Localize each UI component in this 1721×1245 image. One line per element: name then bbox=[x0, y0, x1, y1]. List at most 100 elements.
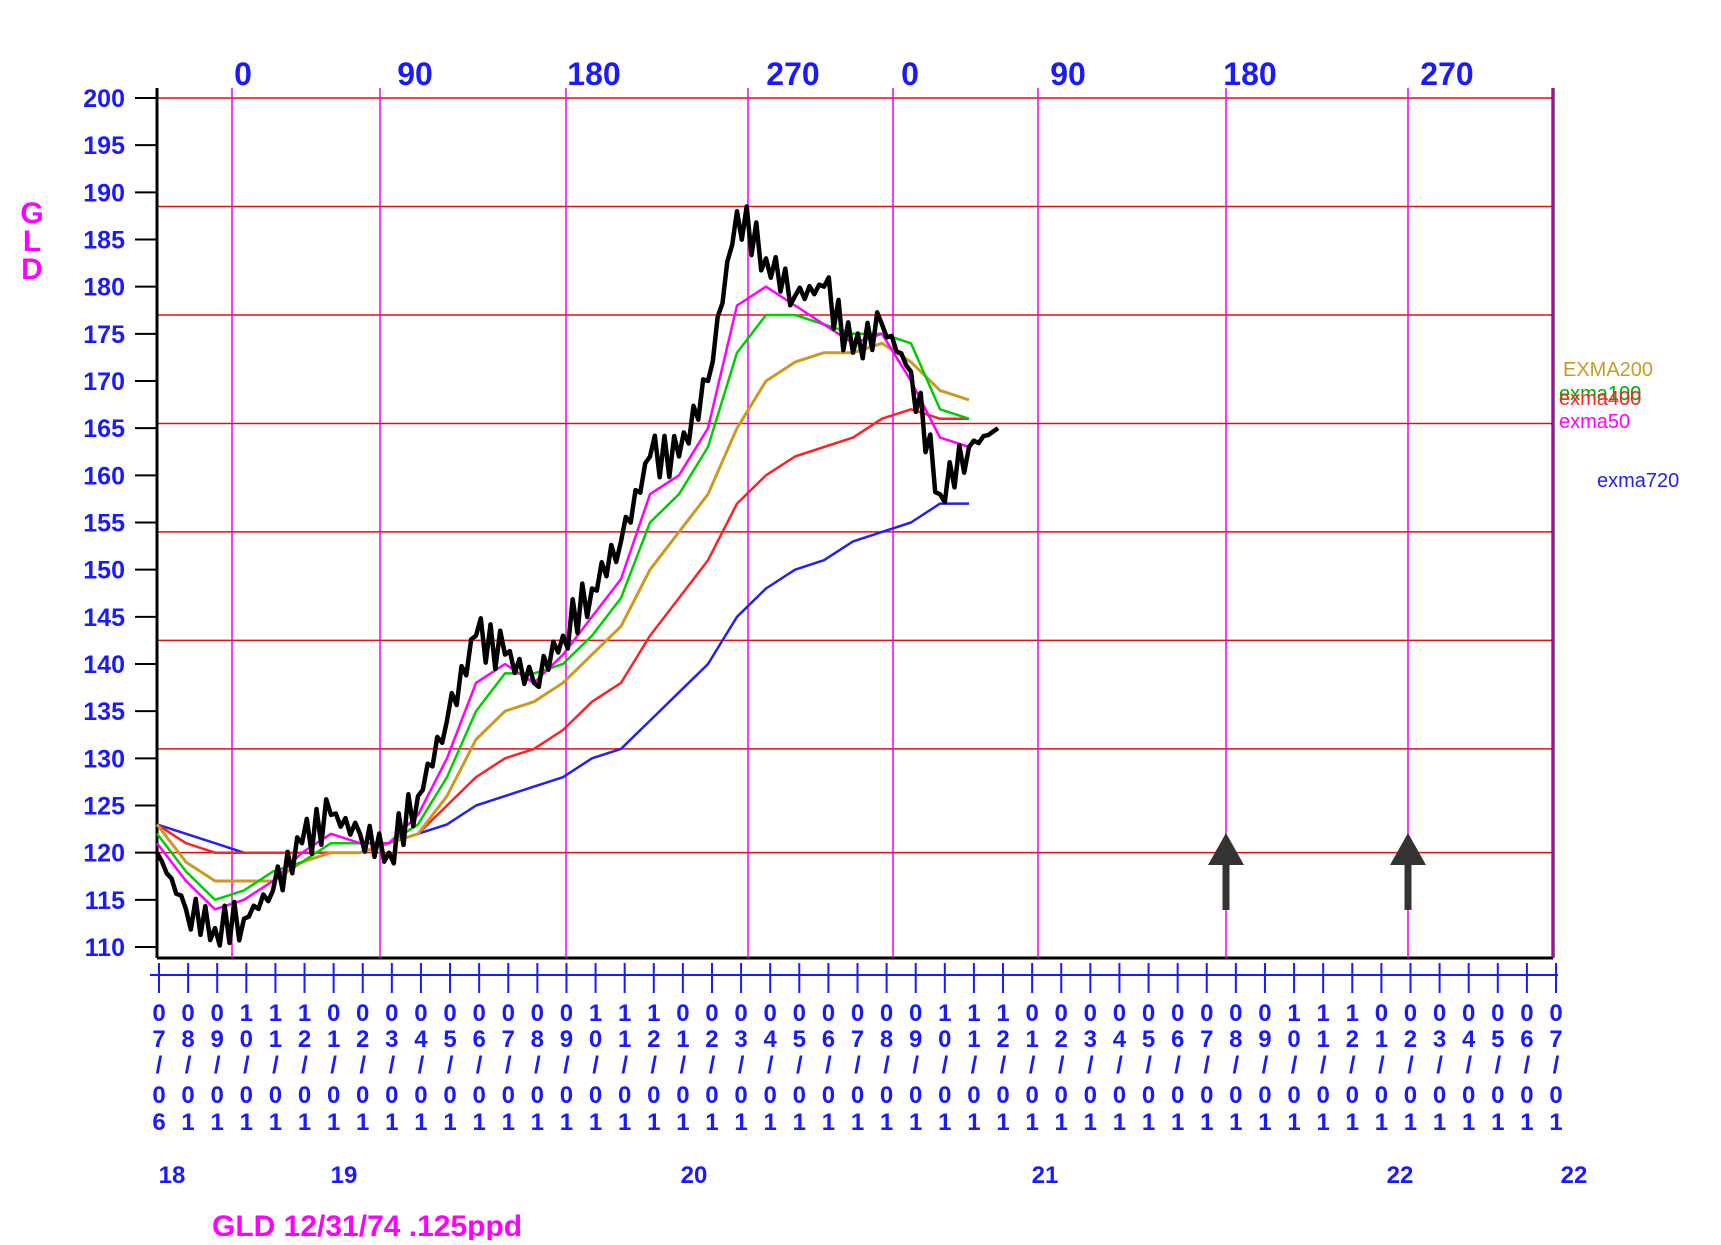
x-tick-char: / bbox=[1000, 1052, 1007, 1079]
x-tick-char: 1 bbox=[1171, 1109, 1184, 1136]
x-tick-char: / bbox=[680, 1052, 687, 1079]
x-tick-char: 1 bbox=[676, 1026, 689, 1053]
x-tick-char: 0 bbox=[560, 1082, 573, 1109]
x-tick-char: 0 bbox=[1200, 1082, 1213, 1109]
y-tick-label: 145 bbox=[83, 604, 125, 632]
x-tick-char: / bbox=[1436, 1052, 1443, 1079]
x-tick-char: 1 bbox=[1025, 1109, 1038, 1136]
x-tick-char: / bbox=[1291, 1052, 1298, 1079]
x-tick-char: / bbox=[359, 1052, 366, 1079]
x-tick-char: 0 bbox=[240, 1026, 253, 1053]
y-tick-label: 195 bbox=[83, 132, 125, 160]
x-tick-char: 1 bbox=[589, 1109, 602, 1136]
x-tick-char: / bbox=[1029, 1052, 1036, 1079]
x-tick-char: / bbox=[534, 1052, 541, 1079]
y-tick-label: 110 bbox=[85, 934, 125, 962]
x-tick-char: 0 bbox=[531, 1000, 544, 1027]
x-tick-char: 0 bbox=[502, 1000, 515, 1027]
x-tick-char: 1 bbox=[531, 1109, 544, 1136]
y-tick-label: 185 bbox=[83, 227, 125, 255]
x-tick-char: / bbox=[1349, 1052, 1356, 1079]
x-tick-char: 1 bbox=[938, 1109, 951, 1136]
year-label: 22 bbox=[1387, 1162, 1414, 1189]
x-tick-char: 1 bbox=[938, 1000, 951, 1027]
x-tick-char: 1 bbox=[414, 1109, 427, 1136]
x-tick-char: 6 bbox=[472, 1026, 485, 1053]
x-tick-char: 4 bbox=[1113, 1026, 1127, 1053]
x-tick-char: 0 bbox=[414, 1000, 427, 1027]
x-tick-char: 1 bbox=[967, 1000, 980, 1027]
x-tick-char: / bbox=[272, 1052, 279, 1079]
x-tick-char: / bbox=[301, 1052, 308, 1079]
x-tick-char: / bbox=[1378, 1052, 1385, 1079]
x-tick-char: 0 bbox=[1549, 1000, 1562, 1027]
degree-label: 90 bbox=[1050, 56, 1086, 92]
x-tick-char: 1 bbox=[1520, 1109, 1533, 1136]
x-tick-char: 1 bbox=[1113, 1109, 1126, 1136]
x-tick-char: 0 bbox=[1055, 1082, 1068, 1109]
x-tick-char: 0 bbox=[793, 1082, 806, 1109]
degree-label: 90 bbox=[397, 56, 433, 92]
x-tick-char: 0 bbox=[618, 1082, 631, 1109]
x-tick-char: 6 bbox=[1171, 1026, 1184, 1053]
x-tick-char: / bbox=[214, 1052, 221, 1079]
x-tick-char: 1 bbox=[793, 1109, 806, 1136]
x-tick-char: / bbox=[243, 1052, 250, 1079]
x-tick-char: 4 bbox=[1462, 1026, 1476, 1053]
degree-label: 180 bbox=[567, 56, 620, 92]
x-tick-char: 0 bbox=[967, 1082, 980, 1109]
x-tick-char: 6 bbox=[822, 1026, 835, 1053]
x-tick-char: / bbox=[1087, 1052, 1094, 1079]
x-tick-char: 0 bbox=[1346, 1082, 1359, 1109]
x-tick-char: 0 bbox=[1025, 1082, 1038, 1109]
x-tick-char: 1 bbox=[1287, 1000, 1300, 1027]
y-tick-label: 130 bbox=[83, 745, 125, 773]
y-tick-label: 200 bbox=[83, 85, 125, 113]
x-tick-char: 1 bbox=[1084, 1109, 1097, 1136]
x-tick-char: 3 bbox=[385, 1026, 398, 1053]
x-tick-char: 0 bbox=[1055, 1000, 1068, 1027]
x-tick-char: 1 bbox=[618, 1000, 631, 1027]
x-tick-char: 1 bbox=[269, 1026, 282, 1053]
x-tick-char: / bbox=[1262, 1052, 1269, 1079]
x-tick-char: 1 bbox=[472, 1109, 485, 1136]
x-tick-char: 0 bbox=[385, 1000, 398, 1027]
x-tick-char: 0 bbox=[589, 1026, 602, 1053]
x-tick-char: 7 bbox=[1549, 1026, 1562, 1053]
x-tick-char: 0 bbox=[1171, 1082, 1184, 1109]
x-tick-char: / bbox=[883, 1052, 890, 1079]
x-tick-char: 0 bbox=[764, 1082, 777, 1109]
x-tick-char: / bbox=[1553, 1052, 1560, 1079]
x-tick-char: 0 bbox=[705, 1082, 718, 1109]
legend-exma400: exma400 bbox=[1559, 388, 1641, 410]
x-tick-char: 0 bbox=[531, 1082, 544, 1109]
x-tick-char: / bbox=[156, 1052, 163, 1079]
arrow-shaft bbox=[1404, 865, 1412, 910]
x-tick-char: 0 bbox=[472, 1082, 485, 1109]
x-tick-char: 0 bbox=[1229, 1000, 1242, 1027]
y-tick-label: 155 bbox=[83, 510, 125, 538]
x-tick-char: / bbox=[1407, 1052, 1414, 1079]
x-tick-char: 1 bbox=[1462, 1109, 1475, 1136]
x-tick-char: 0 bbox=[589, 1082, 602, 1109]
degree-label: 180 bbox=[1223, 56, 1276, 92]
x-tick-char: 0 bbox=[1375, 1082, 1388, 1109]
legend-exma720: exma720 bbox=[1597, 470, 1679, 492]
x-tick-char: 0 bbox=[327, 1082, 340, 1109]
x-tick-char: 1 bbox=[327, 1026, 340, 1053]
x-tick-char: 2 bbox=[1346, 1026, 1359, 1053]
x-tick-char: 1 bbox=[1549, 1109, 1562, 1136]
x-tick-char: 0 bbox=[851, 1082, 864, 1109]
degree-label: 0 bbox=[234, 56, 252, 92]
x-tick-char: 1 bbox=[1316, 1000, 1329, 1027]
x-tick-char: 1 bbox=[1404, 1109, 1417, 1136]
x-tick-char: / bbox=[592, 1052, 599, 1079]
x-tick-char: / bbox=[1174, 1052, 1181, 1079]
series-exma50 bbox=[156, 285, 970, 911]
x-tick-char: 0 bbox=[938, 1026, 951, 1053]
legend-exma50: exma50 bbox=[1559, 411, 1630, 433]
x-tick-char: 0 bbox=[676, 1082, 689, 1109]
x-tick-char: / bbox=[941, 1052, 948, 1079]
x-tick-char: / bbox=[505, 1052, 512, 1079]
